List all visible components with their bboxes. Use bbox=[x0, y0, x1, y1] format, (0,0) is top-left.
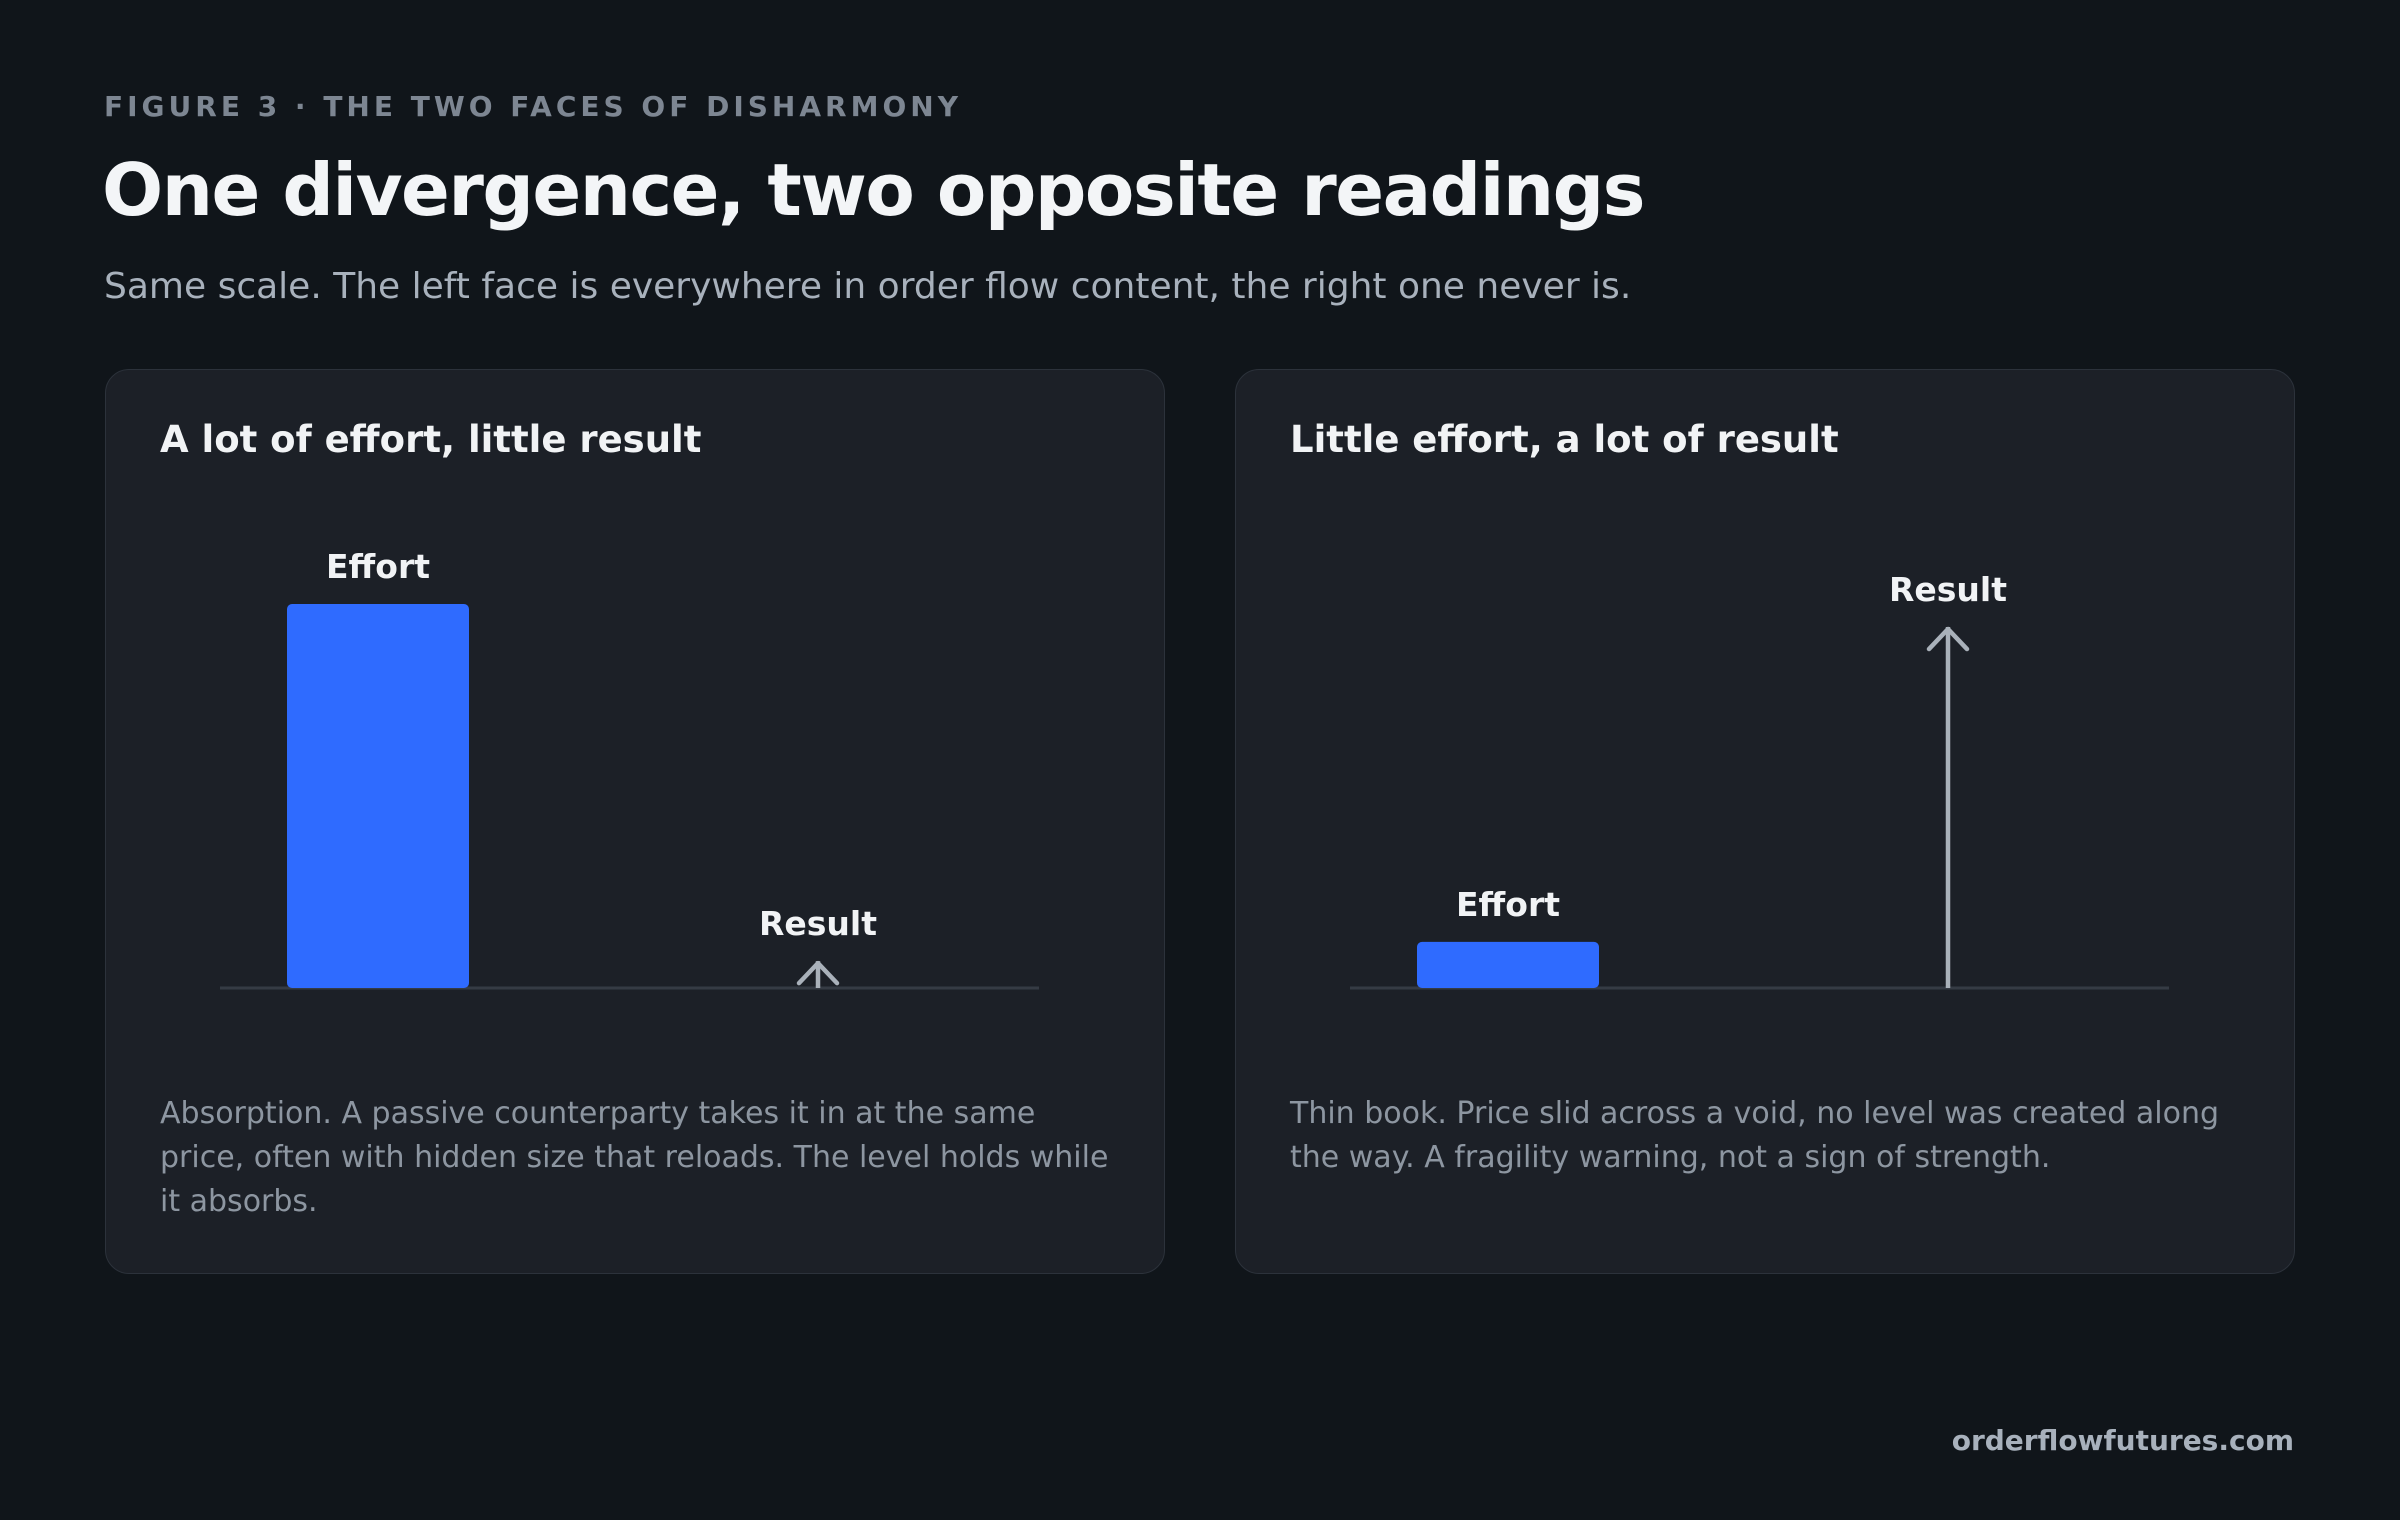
arrow-label: Result bbox=[1889, 570, 2007, 609]
bar bbox=[1417, 941, 1599, 988]
subtitle: Same scale. The left face is everywhere … bbox=[104, 266, 1632, 307]
bar-label: Effort bbox=[1456, 885, 1560, 924]
panel: Little effort, a lot of result Effort Res… bbox=[1235, 369, 2295, 1274]
page-title: One divergence, two opposite readings bbox=[102, 148, 1646, 232]
arrow-head bbox=[796, 960, 840, 986]
eyebrow: FIGURE 3 · THE TWO FACES OF DISHARMONY bbox=[104, 90, 962, 123]
caption: Absorption. A passive counterparty takes… bbox=[160, 1096, 1109, 1219]
arrow-label: Result bbox=[759, 904, 877, 943]
footer: orderflowfutures.com bbox=[1951, 1424, 2294, 1457]
bar-label: Effort bbox=[326, 547, 430, 586]
chart-title: Little effort, a lot of result bbox=[1290, 418, 1839, 461]
arrow-head bbox=[1926, 626, 1970, 652]
caption: Thin book. Price slid across a void, no … bbox=[1290, 1096, 2220, 1175]
bar bbox=[287, 604, 469, 988]
chart: Effort Result bbox=[1350, 570, 2169, 990]
panel: A lot of effort, little result Effort Res… bbox=[105, 369, 1165, 1274]
chart-title: A lot of effort, little result bbox=[160, 418, 702, 461]
chart: Effort Result bbox=[220, 547, 1039, 990]
